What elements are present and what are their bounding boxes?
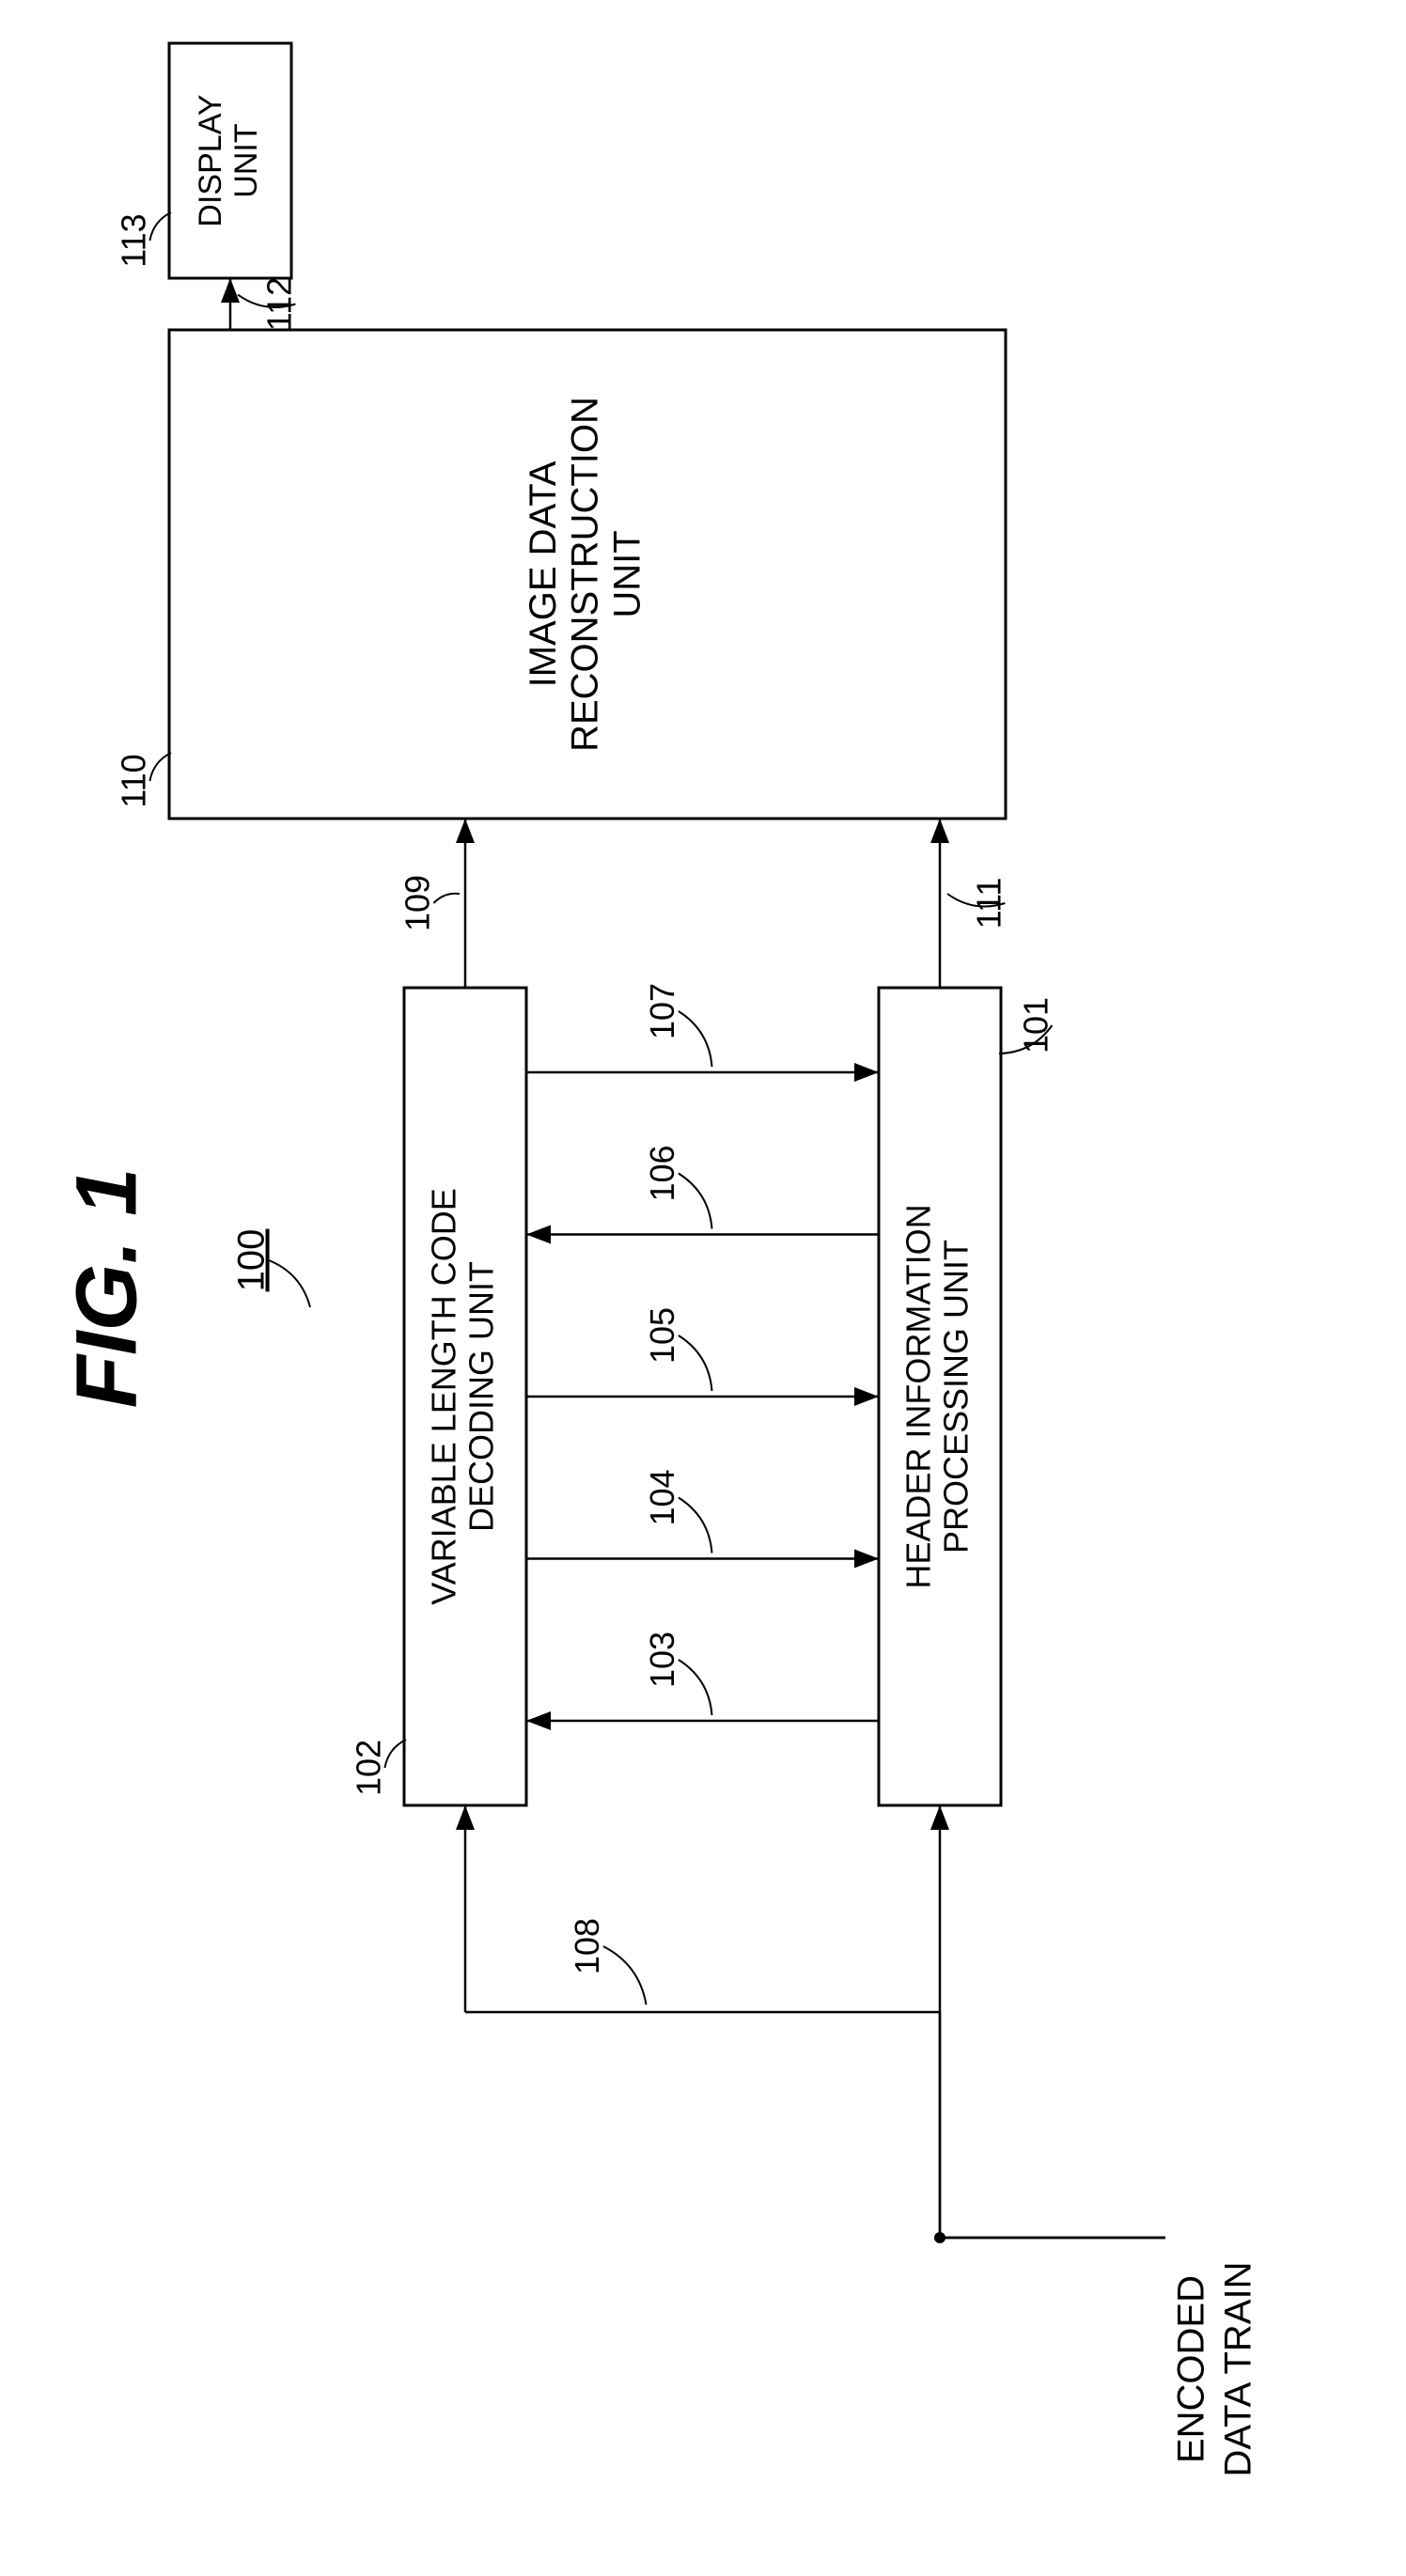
ref-104: 104 xyxy=(643,1469,681,1525)
block-disp-line-0: DISPLAY xyxy=(193,94,228,226)
ref-103: 103 xyxy=(643,1631,681,1688)
ref-106: 106 xyxy=(643,1145,681,1201)
block-vlc-line-0: VARIABLE LENGTH CODE xyxy=(424,1188,462,1604)
ref-101: 101 xyxy=(1017,997,1055,1054)
block-hdr-line-0: HEADER INFORMATION xyxy=(898,1204,937,1588)
ref-109: 109 xyxy=(398,875,437,931)
block-disp-line-1: UNIT xyxy=(228,123,264,197)
block-recon-line-2: UNIT xyxy=(606,530,648,617)
ref-102: 102 xyxy=(350,1740,388,1796)
ref-108: 108 xyxy=(568,1918,606,1975)
ref-113: 113 xyxy=(115,213,153,267)
block-recon-line-0: IMAGE DATA xyxy=(523,461,564,687)
input-label-2: DATA TRAIN xyxy=(1218,2262,1259,2477)
block-recon-line-1: RECONSTRUCTION xyxy=(565,397,606,752)
figure-title: FIG. 1 xyxy=(58,1168,154,1409)
ref-110: 110 xyxy=(115,754,153,807)
ref-105: 105 xyxy=(643,1307,681,1364)
ref-107: 107 xyxy=(643,983,681,1039)
ref-100: 100 xyxy=(231,1229,273,1292)
block-vlc-line-1: DECODING UNIT xyxy=(462,1261,501,1532)
input-label-1: ENCODED xyxy=(1171,2275,1212,2463)
block-hdr-line-1: PROCESSING UNIT xyxy=(937,1240,976,1553)
